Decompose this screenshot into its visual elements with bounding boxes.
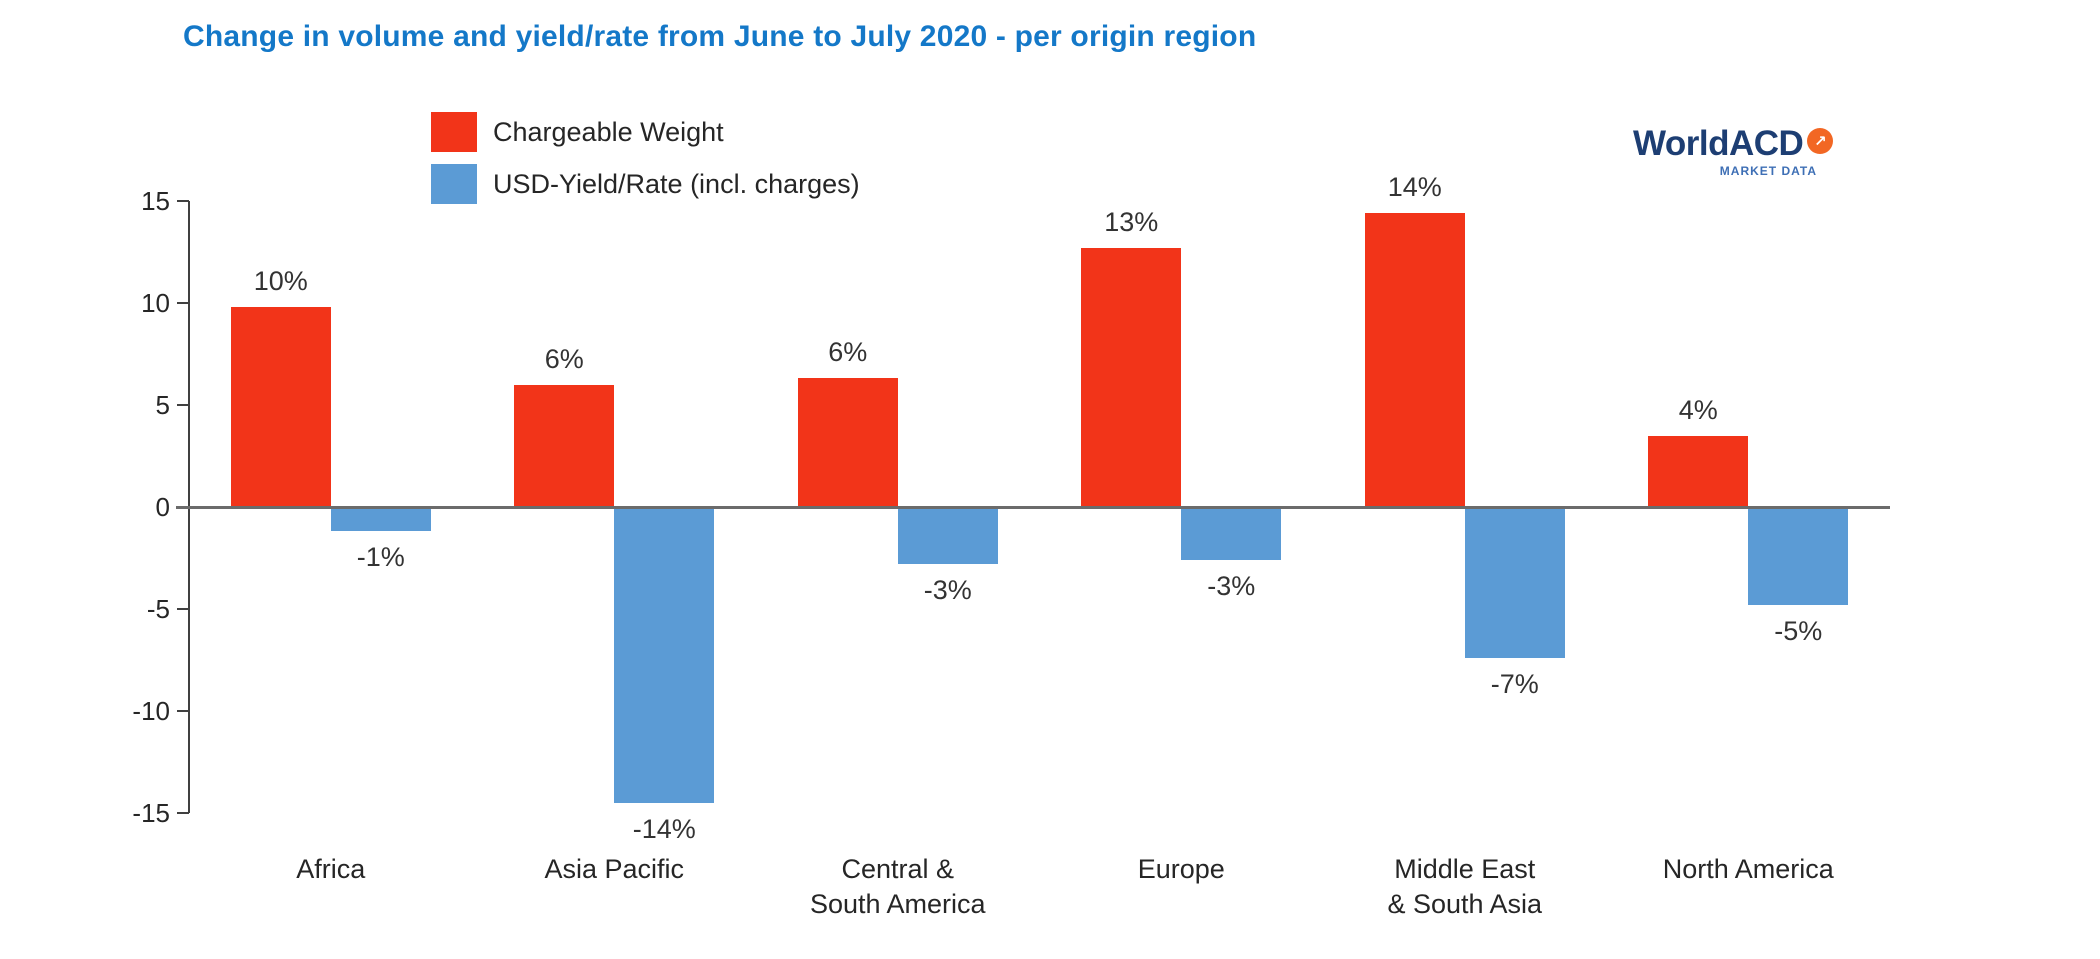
y-axis-tick-label: -5 bbox=[146, 594, 170, 624]
y-axis-tick bbox=[177, 710, 189, 712]
y-axis-tick bbox=[177, 812, 189, 814]
y-axis-tick bbox=[177, 200, 189, 202]
y-axis-tick-label: 5 bbox=[155, 390, 170, 420]
x-axis-zero-line bbox=[176, 506, 1890, 509]
worldacd-logo: WorldACD ↗ MARKET DATA bbox=[1633, 126, 1863, 178]
worldacd-tagline: MARKET DATA bbox=[1719, 164, 1817, 178]
bar-usd-yield-5 bbox=[1464, 507, 1565, 658]
bar-usd-yield-1 bbox=[330, 507, 431, 532]
bar-value-label: -3% bbox=[1207, 571, 1256, 602]
legend-item-chargeable-weight: Chargeable Weight bbox=[431, 110, 860, 154]
bar-chargeable-weight-6 bbox=[1648, 435, 1749, 507]
y-axis-tick-label: -10 bbox=[132, 696, 170, 726]
worldacd-logo-row: WorldACD ↗ bbox=[1633, 126, 1863, 162]
bar-usd-yield-6 bbox=[1748, 507, 1849, 605]
legend-label-usd-yield: USD-Yield/Rate (incl. charges) bbox=[493, 168, 860, 199]
legend-swatch-chargeable-weight bbox=[431, 112, 477, 152]
bar-value-label: -1% bbox=[356, 542, 405, 573]
bar-usd-yield-4 bbox=[1181, 507, 1282, 561]
y-axis-tick bbox=[177, 608, 189, 610]
bar-value-label: -7% bbox=[1490, 668, 1539, 699]
bar-value-label: 6% bbox=[828, 337, 868, 368]
bar-value-label: -14% bbox=[632, 813, 696, 844]
x-axis-category-label: North America bbox=[1662, 854, 1834, 884]
bar-value-label: -5% bbox=[1774, 615, 1823, 646]
y-axis-tick-label: 10 bbox=[141, 288, 170, 318]
worldacd-brand-text: WorldACD bbox=[1633, 124, 1804, 163]
x-axis-category-label: Africa bbox=[296, 854, 366, 884]
bar-value-label: 13% bbox=[1104, 206, 1159, 237]
bar-usd-yield-3 bbox=[897, 507, 998, 565]
legend: Chargeable Weight USD-Yield/Rate (incl. … bbox=[431, 110, 860, 214]
logo-globe-arrow-icon: ↗ bbox=[1807, 128, 1834, 154]
bar-value-label: -3% bbox=[923, 575, 972, 606]
y-axis-tick-label: 0 bbox=[155, 492, 170, 522]
y-axis-tick bbox=[177, 302, 189, 304]
bar-chargeable-weight-2 bbox=[514, 384, 615, 507]
y-axis-tick-label: -15 bbox=[132, 798, 170, 828]
bar-usd-yield-2 bbox=[614, 507, 715, 803]
legend-item-usd-yield: USD-Yield/Rate (incl. charges) bbox=[431, 162, 860, 206]
x-axis-category-label: Asia Pacific bbox=[544, 854, 685, 884]
bar-value-label: 6% bbox=[544, 343, 584, 374]
x-axis-category-label: Europe bbox=[1137, 854, 1225, 884]
bar-value-label: 14% bbox=[1387, 172, 1442, 203]
y-axis-tick bbox=[177, 404, 189, 406]
x-axis-category-label: Middle East & South Asia bbox=[1387, 854, 1543, 919]
bar-chargeable-weight-1 bbox=[230, 307, 331, 507]
legend-label-chargeable-weight: Chargeable Weight bbox=[493, 116, 724, 147]
bar-chargeable-weight-5 bbox=[1364, 213, 1465, 507]
x-axis-category-label: Central & South America bbox=[809, 854, 986, 919]
legend-swatch-usd-yield bbox=[431, 164, 477, 204]
bar-chargeable-weight-3 bbox=[797, 378, 898, 507]
chart-title: Change in volume and yield/rate from Jun… bbox=[183, 20, 1257, 53]
bar-chargeable-weight-4 bbox=[1081, 247, 1182, 507]
bar-value-label: 4% bbox=[1678, 394, 1718, 425]
bar-value-label: 10% bbox=[253, 266, 308, 297]
y-axis-tick-label: 15 bbox=[141, 186, 170, 216]
